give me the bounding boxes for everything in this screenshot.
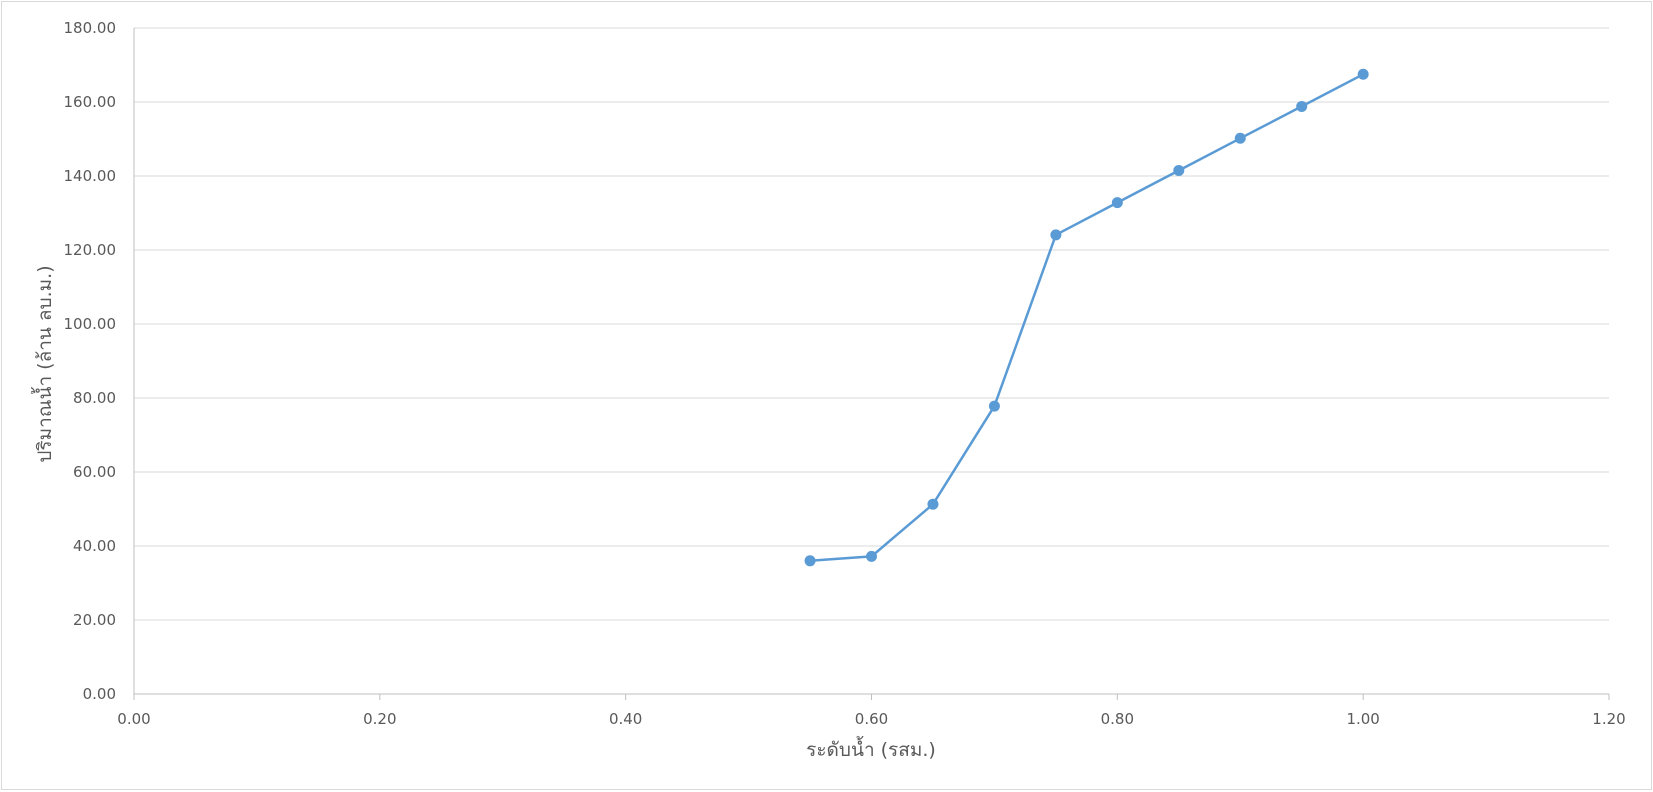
data-point (1296, 100, 1308, 112)
x-tick-label: 0.00 (117, 710, 150, 728)
x-tick-labels: 0.00 0.20 0.40 0.60 0.80 1.00 1.20 (117, 710, 1625, 728)
data-point (1234, 132, 1246, 144)
data-point (1173, 164, 1185, 176)
y-axis-title: ปริมาณน้ำ (ล้าน ลบ.ม.) (31, 265, 56, 462)
gridlines (134, 27, 1609, 621)
x-tick-label: 0.80 (1101, 710, 1134, 728)
data-point (988, 400, 1000, 412)
data-series (804, 68, 1369, 567)
axes (133, 28, 1610, 700)
data-point (804, 555, 816, 567)
data-point (1111, 197, 1123, 209)
data-point (866, 550, 877, 562)
series-line (809, 73, 1364, 563)
y-tick-label: 20.00 (73, 611, 116, 629)
x-tick-label: 0.60 (855, 710, 888, 728)
y-tick-label: 140.00 (64, 167, 117, 185)
y-tick-label: 160.00 (64, 93, 117, 111)
y-tick-label: 80.00 (73, 389, 116, 407)
data-point (1050, 229, 1062, 241)
data-point (1357, 68, 1369, 80)
x-tick-label: 0.40 (609, 710, 642, 728)
y-tick-label: 60.00 (73, 463, 116, 481)
x-tick-label: 1.00 (1346, 710, 1379, 728)
x-tick-label: 1.20 (1592, 710, 1625, 728)
x-tick-label: 0.20 (363, 710, 396, 728)
x-axis-title: ระดับน้ำ (รสม.) (806, 736, 936, 761)
y-tick-label: 40.00 (73, 537, 116, 555)
y-tick-label: 180.00 (64, 19, 117, 37)
y-tick-label: 0.00 (83, 685, 116, 703)
y-tick-label: 120.00 (64, 241, 117, 259)
y-tick-labels: 0.00 20.00 40.00 60.00 80.00 100.00 120.00 140.… (64, 19, 117, 703)
y-tick-label: 100.00 (64, 315, 117, 333)
data-point (927, 498, 939, 510)
